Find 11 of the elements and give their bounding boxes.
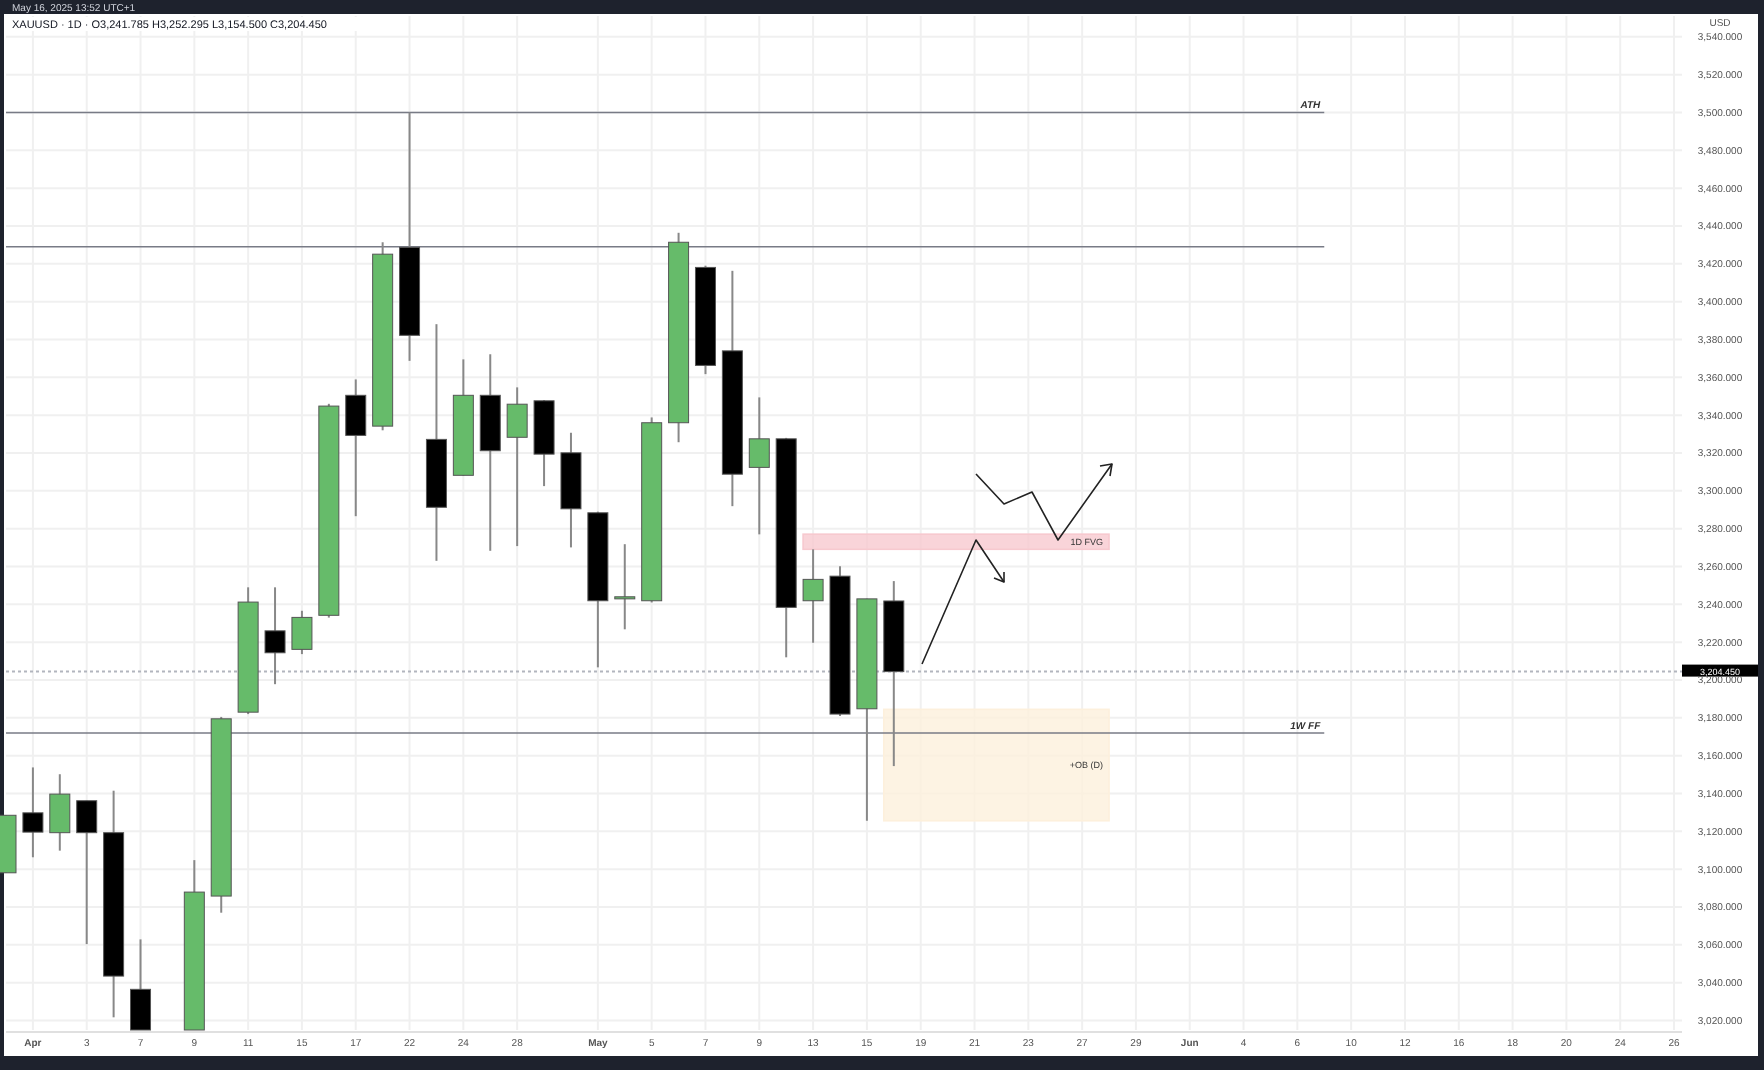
candlestick [22,766,44,859]
candlestick [76,799,98,946]
candlestick [506,386,528,548]
candlestick [748,396,770,536]
candlestick [264,586,286,686]
candlestick [802,548,824,644]
candlestick [49,773,71,852]
candlestick [614,543,636,631]
candlestick [291,609,313,656]
candlestick [345,378,367,518]
candlestick [130,938,152,1031]
